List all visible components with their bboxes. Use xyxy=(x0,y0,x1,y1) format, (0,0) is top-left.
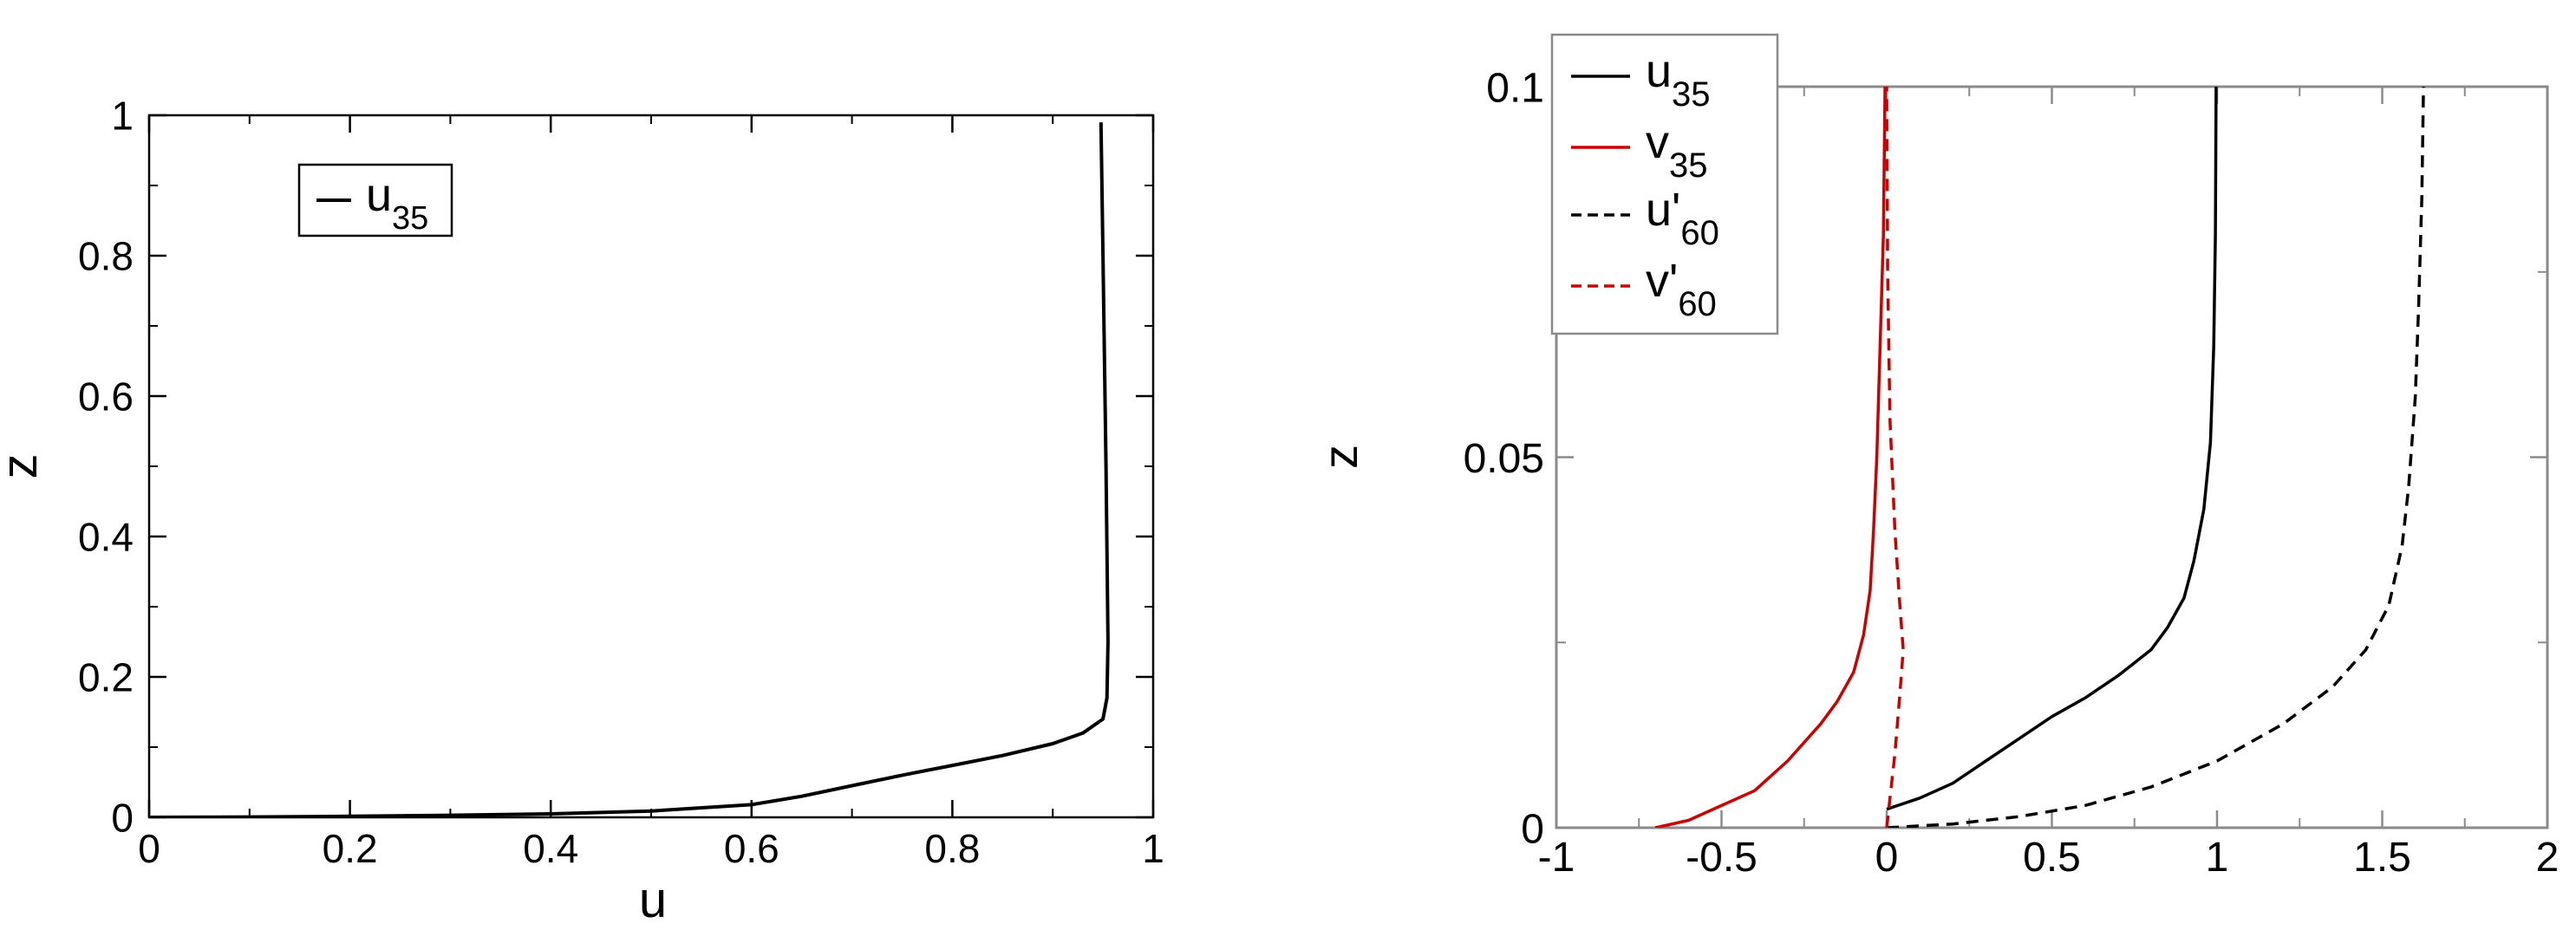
x-tick-label: 1 xyxy=(2206,835,2229,881)
series-line-3 xyxy=(1886,86,2425,828)
series-line-4 xyxy=(1885,86,1905,828)
x-tick-label: -1 xyxy=(1538,835,1575,881)
x-tick-label: 0.4 xyxy=(523,826,578,871)
y-tick-label: 0.05 xyxy=(1464,436,1544,482)
x-tick-label: 0.5 xyxy=(2023,835,2081,881)
chart-panel-1: 0 0.2 0.4 0.6 0.8 1 0 0.2 0.4 0.6 0.8 1 u z u35 xyxy=(0,94,1164,928)
series-line-2 xyxy=(1654,86,1887,828)
x-tick-label: 1 xyxy=(1142,826,1164,871)
y-tick-label: 0.1 xyxy=(1486,65,1544,111)
x-tick-label: 0.8 xyxy=(924,826,980,871)
y-axis-label: z xyxy=(0,454,48,479)
series-line-1 xyxy=(149,122,1110,817)
y-tick-label: 0 xyxy=(111,796,134,841)
x-tick-label: -0.5 xyxy=(1686,835,1758,881)
y-tick-label: 0.2 xyxy=(78,655,134,700)
x-tick-label: 2 xyxy=(2536,835,2560,881)
y-tick-label: 0 xyxy=(1521,806,1544,852)
x-tick-label: 0.2 xyxy=(323,826,378,871)
y-axis-label: z xyxy=(1313,445,1367,469)
y-tick-label: 0.8 xyxy=(78,234,134,279)
x-tick-label: 0 xyxy=(1875,835,1899,881)
x-axis-label: u xyxy=(639,872,667,928)
y-tick-label: 0.4 xyxy=(78,515,134,560)
series-line-1 xyxy=(1886,86,2218,811)
y-tick-label: 1 xyxy=(111,94,134,139)
x-tick-label: 0.6 xyxy=(724,826,779,871)
x-tick-label: 0 xyxy=(138,826,160,871)
y-tick-label: 0.6 xyxy=(78,374,134,419)
legend: u35 xyxy=(297,163,453,237)
legend-box xyxy=(1550,33,1779,335)
x-tick-label: 1.5 xyxy=(2353,835,2411,881)
